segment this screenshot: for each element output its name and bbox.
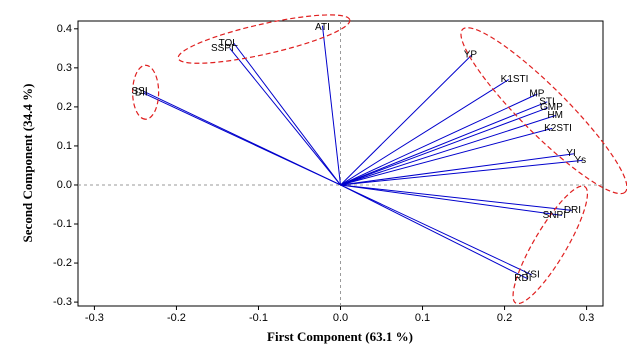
y-tick-label: 0.3 xyxy=(57,62,72,74)
vector-ati xyxy=(321,25,341,186)
x-tick-label: -0.2 xyxy=(167,312,186,324)
y-tick-label: -0.1 xyxy=(53,218,72,230)
vector-label-sti: STI xyxy=(539,96,555,107)
x-tick-label: -0.1 xyxy=(249,312,268,324)
vector-label-ssi: SSI xyxy=(132,86,148,97)
x-tick-label: 0.3 xyxy=(579,312,594,324)
y-tick-label: 0.0 xyxy=(57,179,72,191)
vector-tol xyxy=(233,42,341,186)
y-axis-title: Second Component (34.4 %) xyxy=(20,84,35,243)
x-axis-title: First Component (63.1 %) xyxy=(267,329,413,344)
vector-label-ysi: YSI xyxy=(524,269,540,280)
vector-label-ys: Ys xyxy=(574,155,586,166)
vector-label-rdi: RDI xyxy=(514,273,531,284)
y-axis: -0.3 -0.2 -0.1 0.0 0.1 0.2 0.3 0.4 xyxy=(53,23,78,308)
vector-label-sspi: SSPI xyxy=(211,43,234,54)
x-tick-label: 0.1 xyxy=(415,312,430,324)
x-axis: -0.3 -0.2 -0.1 0.0 0.1 0.2 0.3 xyxy=(85,306,594,324)
group-outline-1 xyxy=(132,64,160,120)
y-tick-label: -0.2 xyxy=(53,257,72,269)
vector-label-k2sti: K2STI xyxy=(544,123,572,134)
vector-yi xyxy=(340,153,575,186)
vector-yp xyxy=(340,54,473,186)
vector-ys xyxy=(340,159,583,186)
vector-label-dri: DRI xyxy=(564,205,581,216)
vector-dii xyxy=(143,92,341,186)
y-tick-label: 0.1 xyxy=(57,140,72,152)
vector-label-yp: YP xyxy=(464,49,478,60)
x-tick-label: 0.2 xyxy=(497,312,512,324)
vector-ysi xyxy=(340,184,532,276)
group-outline-3 xyxy=(460,27,627,195)
vector-gmp xyxy=(340,107,549,186)
y-tick-label: 0.2 xyxy=(57,101,72,113)
vector-k1sti xyxy=(340,79,509,186)
vector-sspi xyxy=(229,48,341,186)
group-outline-2 xyxy=(177,14,351,64)
vector-label-tol: TOL xyxy=(219,38,239,49)
x-tick-label: -0.3 xyxy=(85,312,104,324)
vector-sti xyxy=(340,101,548,186)
vector-rdi xyxy=(340,184,528,280)
vector-mp xyxy=(340,93,538,186)
y-tick-label: -0.3 xyxy=(53,296,72,308)
plot-frame xyxy=(77,20,604,307)
x-tick-label: 0.0 xyxy=(333,312,348,324)
vector-lines xyxy=(143,25,583,280)
vector-snpi xyxy=(340,184,563,216)
y-tick-label: 0.4 xyxy=(57,23,72,35)
group-outline-4 xyxy=(512,185,589,305)
vector-label-yi: YI xyxy=(566,148,575,159)
vector-label-mp: MP xyxy=(529,89,544,100)
vector-label-dii: DII xyxy=(135,88,148,99)
vector-hm xyxy=(340,115,556,186)
vector-k2sti xyxy=(340,127,553,186)
vector-label-gmp: GMP xyxy=(540,102,563,113)
group-outlines xyxy=(132,14,627,305)
vector-label-hm: HM xyxy=(547,110,563,121)
vector-label-k1sti: K1STI xyxy=(501,74,529,85)
vector-label-ati: ATI xyxy=(315,22,330,33)
vector-label-snpi: SNPI xyxy=(543,210,566,221)
vector-dri xyxy=(340,184,572,211)
